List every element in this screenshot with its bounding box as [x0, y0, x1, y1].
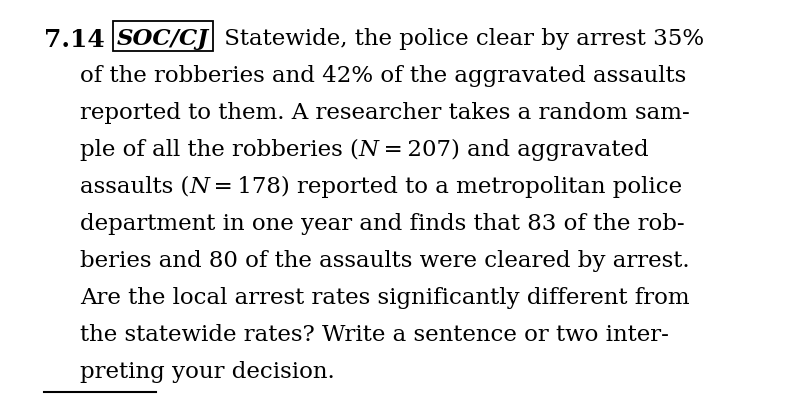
Text: of the robberies and 42% of the aggravated assaults: of the robberies and 42% of the aggravat…: [80, 65, 686, 87]
Text: the statewide rates? Write a sentence or two inter-: the statewide rates? Write a sentence or…: [80, 324, 669, 346]
Text: N: N: [359, 139, 379, 161]
Text: N: N: [189, 176, 209, 198]
Text: department in one year and finds that 83 of the rob-: department in one year and finds that 83…: [80, 213, 684, 235]
Text: reported to them. A researcher takes a random sam-: reported to them. A researcher takes a r…: [80, 102, 690, 124]
Text: Are the local arrest rates significantly different from: Are the local arrest rates significantly…: [80, 287, 689, 309]
Text: 7.14: 7.14: [44, 28, 105, 52]
Text: = 207) and aggravated: = 207) and aggravated: [379, 139, 649, 161]
Text: SOC/CJ: SOC/CJ: [116, 28, 209, 50]
Text: beries and 80 of the assaults were cleared by arrest.: beries and 80 of the assaults were clear…: [80, 250, 689, 272]
Text: preting your decision.: preting your decision.: [80, 361, 335, 383]
Text: = 178) reported to a metropolitan police: = 178) reported to a metropolitan police: [209, 176, 683, 198]
Bar: [113, 21, 213, 51]
Text: Statewide, the police clear by arrest 35%: Statewide, the police clear by arrest 35…: [217, 28, 704, 50]
Text: assaults (: assaults (: [80, 176, 189, 198]
Text: ple of all the robberies (: ple of all the robberies (: [80, 139, 359, 161]
